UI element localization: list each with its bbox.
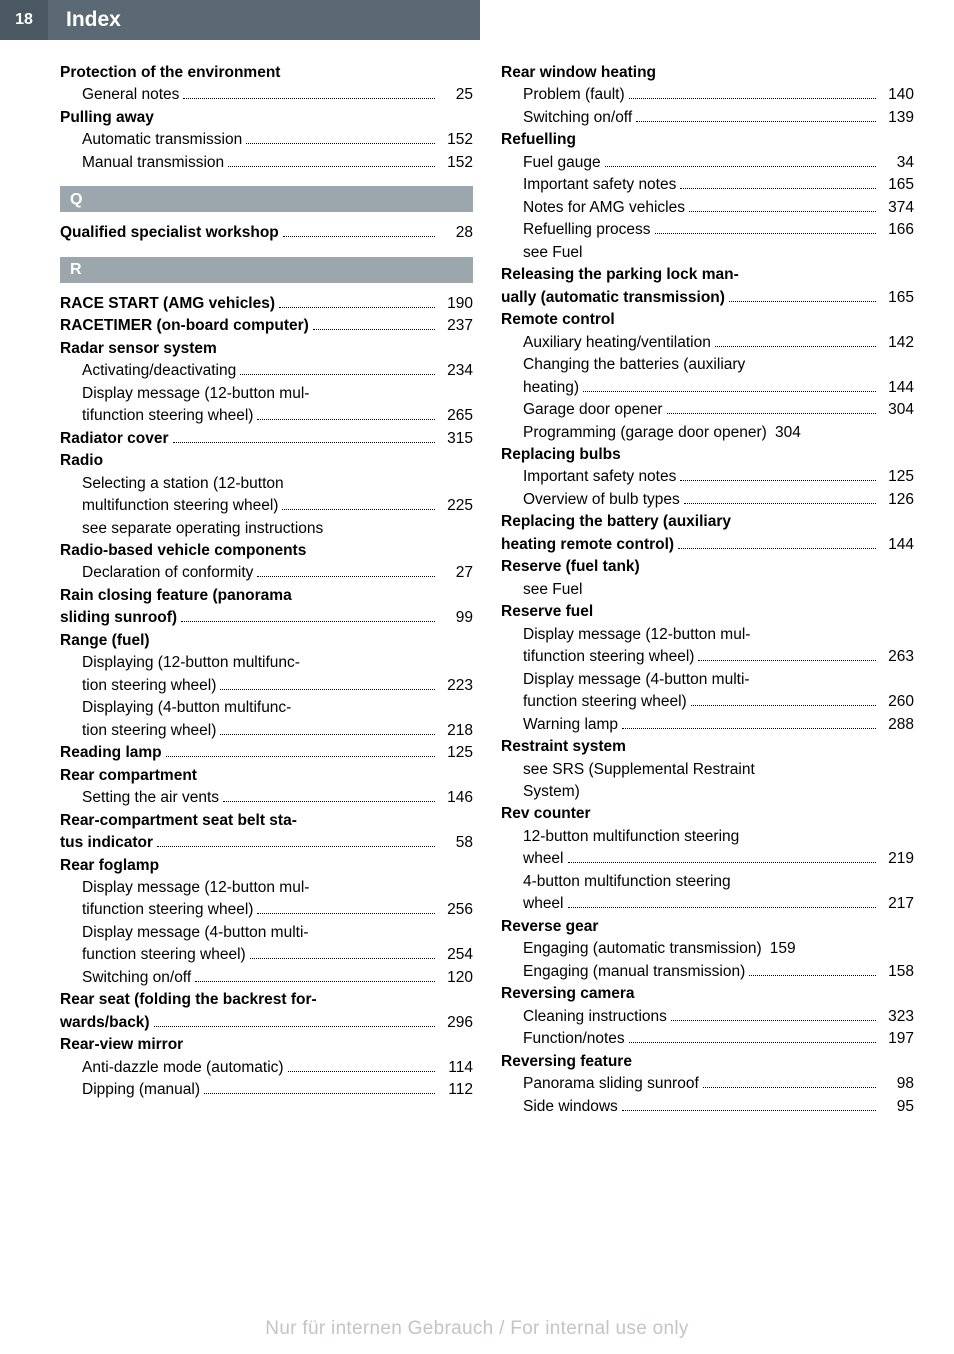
index-entry-line2: function steering wheel)260 (501, 691, 914, 713)
index-entry-line1: Rear-compartment seat belt sta- (60, 810, 473, 832)
index-entry-line1: Rain closing feature (panorama (60, 585, 473, 607)
left-column: Protection of the environment General no… (60, 62, 473, 1118)
index-entry-line1: Replacing the battery (auxiliary (501, 511, 914, 533)
index-heading: Radio-based vehicle components (60, 540, 473, 562)
index-entry-line1: Rear seat (folding the backrest for- (60, 989, 473, 1011)
index-entry-line2: tifunction steering wheel)256 (60, 899, 473, 921)
index-heading: Reversing feature (501, 1051, 914, 1073)
index-entry: Panorama sliding sunroof98 (501, 1073, 914, 1095)
index-heading: Reversing camera (501, 983, 914, 1005)
index-entry-line2: wards/back)296 (60, 1012, 473, 1034)
index-entry: Engaging (automatic transmission)159 (501, 938, 914, 960)
index-entry: Setting the air vents146 (60, 787, 473, 809)
index-heading: Reserve fuel (501, 601, 914, 623)
index-heading: Radio (60, 450, 473, 472)
page-number: 18 (0, 0, 48, 40)
index-entry-line2: tifunction steering wheel)263 (501, 646, 914, 668)
index-entry-line1: Display message (4-button multi- (501, 669, 914, 691)
index-heading: Remote control (501, 309, 914, 331)
index-entry-line1: 4-button multifunction steering (501, 871, 914, 893)
index-entry: Activating/deactivating234 (60, 360, 473, 382)
index-entry: Refuelling process166 (501, 219, 914, 241)
index-entry-line1: 12-button multifunction steering (501, 826, 914, 848)
index-note: see Fuel (501, 242, 914, 264)
index-entry-line1: Displaying (12-button multifunc- (60, 652, 473, 674)
index-entry-line1: Changing the batteries (auxiliary (501, 354, 914, 376)
index-entry: Declaration of conformity27 (60, 562, 473, 584)
index-entry: Dipping (manual)112 (60, 1079, 473, 1101)
index-entry-line2: multifunction steering wheel)225 (60, 495, 473, 517)
index-heading: Rear foglamp (60, 855, 473, 877)
index-entry: Qualified specialist workshop28 (60, 222, 473, 244)
index-note: see Fuel (501, 579, 914, 601)
right-column: Rear window heating Problem (fault)140 S… (501, 62, 914, 1118)
index-heading: Range (fuel) (60, 630, 473, 652)
index-entry-line1: Display message (12-button mul- (501, 624, 914, 646)
index-entry: Engaging (manual transmission)158 (501, 961, 914, 983)
index-entry-line2: ually (automatic transmission)165 (501, 287, 914, 309)
index-heading: Pulling away (60, 107, 473, 129)
index-entry-line2: wheel219 (501, 848, 914, 870)
index-entry: Anti-dazzle mode (automatic)114 (60, 1057, 473, 1079)
index-entry: Radiator cover315 (60, 428, 473, 450)
index-entry-line2: heating remote control)144 (501, 534, 914, 556)
index-entry-line1: Display message (12-button mul- (60, 877, 473, 899)
index-entry: Cleaning instructions323 (501, 1006, 914, 1028)
index-entry: Function/notes197 (501, 1028, 914, 1050)
index-entry-line1: Displaying (4-button multifunc- (60, 697, 473, 719)
index-entry-line1: Releasing the parking lock man- (501, 264, 914, 286)
index-heading: Rear-view mirror (60, 1034, 473, 1056)
index-entry-line2: tifunction steering wheel)265 (60, 405, 473, 427)
index-heading: Reverse gear (501, 916, 914, 938)
index-heading: Radar sensor system (60, 338, 473, 360)
index-entry: RACETIMER (on-board computer)237 (60, 315, 473, 337)
index-entry-line2: wheel217 (501, 893, 914, 915)
index-heading: Protection of the environment (60, 62, 473, 84)
index-entry-line2: System) (501, 781, 914, 803)
index-entry-line2: tus indicator58 (60, 832, 473, 854)
index-entry: General notes25 (60, 84, 473, 106)
index-entry-line2: sliding sunroof)99 (60, 607, 473, 629)
index-heading: Replacing bulbs (501, 444, 914, 466)
index-entry: Notes for AMG vehicles374 (501, 197, 914, 219)
index-entry-line1: Display message (4-button multi- (60, 922, 473, 944)
index-entry: Fuel gauge34 (501, 152, 914, 174)
header-bar: 18 Index (0, 0, 480, 40)
index-entry: Auxiliary heating/ventilation142 (501, 332, 914, 354)
index-entry: Problem (fault)140 (501, 84, 914, 106)
content-columns: Protection of the environment General no… (0, 40, 954, 1118)
index-heading: Reserve (fuel tank) (501, 556, 914, 578)
index-entry-line2: tion steering wheel)223 (60, 675, 473, 697)
index-entry-line1: Display message (12-button mul- (60, 383, 473, 405)
page-title: Index (48, 8, 121, 32)
index-entry: Programming (garage door opener)304 (501, 422, 914, 444)
index-entry: Warning lamp288 (501, 714, 914, 736)
index-entry-line1: see SRS (Supplemental Restraint (501, 759, 914, 781)
index-note: see separate operating instructions (60, 518, 473, 540)
index-heading: Rev counter (501, 803, 914, 825)
watermark-text: Nur für internen Gebrauch / For internal… (0, 1318, 954, 1340)
index-entry: Side windows95 (501, 1096, 914, 1118)
index-heading: Rear compartment (60, 765, 473, 787)
index-entry: Overview of bulb types126 (501, 489, 914, 511)
index-entry: RACE START (AMG vehicles)190 (60, 293, 473, 315)
index-entry-line2: tion steering wheel)218 (60, 720, 473, 742)
index-heading: Refuelling (501, 129, 914, 151)
index-heading: Rear window heating (501, 62, 914, 84)
index-entry: Switching on/off139 (501, 107, 914, 129)
index-entry-line1: Selecting a station (12-button (60, 473, 473, 495)
index-entry: Important safety notes125 (501, 466, 914, 488)
page: 18 Index Protection of the environment G… (0, 0, 954, 1354)
index-entry: Manual transmission152 (60, 152, 473, 174)
index-entry: Garage door opener304 (501, 399, 914, 421)
section-header-q: Q (60, 186, 473, 212)
index-entry: Switching on/off120 (60, 967, 473, 989)
section-header-r: R (60, 257, 473, 283)
index-entry: Important safety notes165 (501, 174, 914, 196)
index-heading: Restraint system (501, 736, 914, 758)
index-entry: Reading lamp125 (60, 742, 473, 764)
index-entry: Automatic transmission152 (60, 129, 473, 151)
index-entry-line2: function steering wheel)254 (60, 944, 473, 966)
index-entry-line2: heating)144 (501, 377, 914, 399)
